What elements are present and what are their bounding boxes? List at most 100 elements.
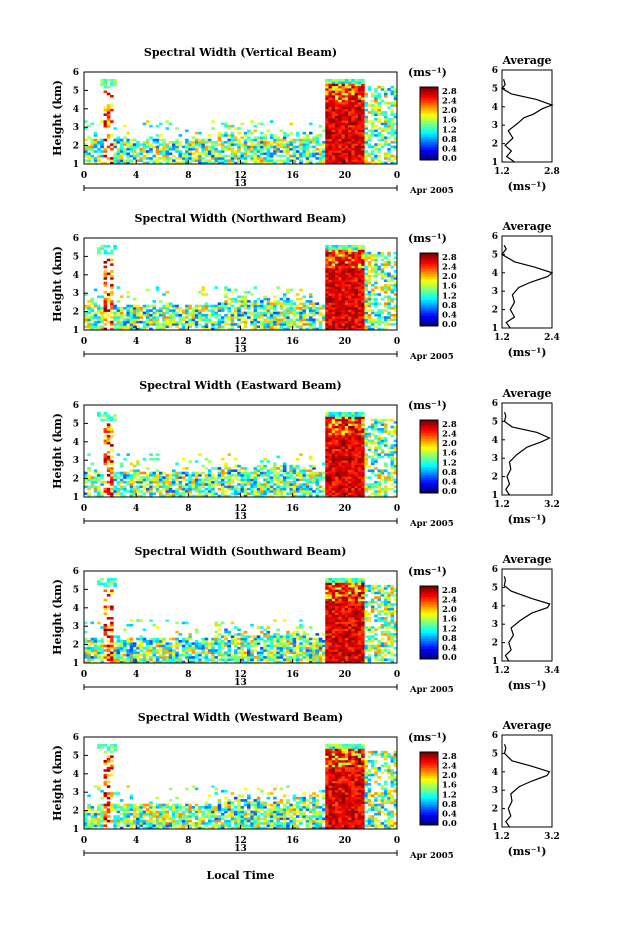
heatmap-cell <box>338 131 342 135</box>
heatmap-cell <box>357 290 362 294</box>
heatmap-cell <box>136 462 140 466</box>
heatmap-cell <box>217 474 222 477</box>
heatmap-cell <box>198 644 202 648</box>
heatmap-cell <box>260 471 264 475</box>
colorbar-segment <box>420 253 438 256</box>
heatmap-cell <box>276 327 280 331</box>
heatmap-cell <box>191 474 196 477</box>
heatmap-cell <box>162 476 166 479</box>
heatmap-cell <box>172 656 176 659</box>
heatmap-cell <box>374 124 378 128</box>
heatmap-cell <box>220 154 225 158</box>
heatmap-cell <box>315 141 320 144</box>
heatmap-cell <box>328 490 333 493</box>
heatmap-cell <box>331 145 336 149</box>
heatmap-cell <box>344 261 349 264</box>
heatmap-cell <box>338 478 342 482</box>
heatmap-cell <box>364 92 368 96</box>
heatmap-cell <box>224 480 228 484</box>
heatmap-cell <box>344 88 349 91</box>
heatmap-cell <box>168 658 173 661</box>
heatmap-cell <box>357 261 362 264</box>
heatmap-cell <box>335 284 339 287</box>
heatmap-cell <box>201 494 205 498</box>
heatmap-cell <box>328 323 333 326</box>
heatmap-cell <box>273 138 277 142</box>
heatmap-cell <box>328 425 333 429</box>
heatmap-cell <box>357 444 362 447</box>
heatmap-cell <box>276 311 280 315</box>
heatmap-cell <box>390 460 395 463</box>
heatmap-cell <box>351 81 355 84</box>
heatmap-cell <box>328 272 333 276</box>
heatmap-cell <box>106 300 111 303</box>
heatmap-cell <box>247 651 251 655</box>
heatmap-cell <box>100 327 104 331</box>
heatmap-cell <box>181 157 186 160</box>
heatmap-cell <box>168 644 173 648</box>
heatmap-cell <box>348 467 352 470</box>
heatmap-cell <box>390 161 395 165</box>
heatmap-cell <box>168 494 173 498</box>
heatmap-cell <box>132 313 137 317</box>
heatmap-cell <box>162 478 166 482</box>
heatmap-cell <box>325 92 329 96</box>
heatmap-cell <box>331 97 336 100</box>
heatmap-cell <box>331 318 336 322</box>
heatmap-cell <box>302 469 307 472</box>
heatmap-cell <box>370 92 375 96</box>
heatmap-cell <box>263 464 267 468</box>
heatmap-cell <box>341 274 346 278</box>
heatmap-cell <box>361 78 365 82</box>
heatmap-cell <box>123 320 127 324</box>
heatmap-cell <box>351 471 355 475</box>
heatmap-cell <box>351 414 355 417</box>
heatmap-cell <box>162 320 166 324</box>
heatmap-cell <box>354 281 359 285</box>
y-tick-label: 4 <box>73 271 79 281</box>
heatmap-cell <box>312 471 316 475</box>
heatmap-cell <box>178 143 183 146</box>
heatmap-cell <box>341 311 346 315</box>
heatmap-cell <box>250 157 254 160</box>
heatmap-cell <box>126 660 130 664</box>
heatmap-cell <box>325 95 329 98</box>
heatmap-cell <box>149 147 153 151</box>
heatmap-cell <box>220 476 225 479</box>
heatmap-cell <box>84 293 88 296</box>
heatmap-cell <box>351 423 355 426</box>
heatmap-cell <box>361 147 365 151</box>
heatmap-cell <box>348 434 352 438</box>
heatmap-cell <box>354 286 359 289</box>
heatmap-cell <box>233 633 238 636</box>
heatmap-cell <box>178 658 183 661</box>
heatmap-cell <box>282 464 287 468</box>
heatmap-cell <box>364 309 368 312</box>
heatmap-cell <box>341 108 346 112</box>
heatmap-cell <box>331 111 336 114</box>
heatmap-cell <box>194 490 199 493</box>
heatmap-cell <box>90 300 95 303</box>
heatmap-cell <box>233 476 238 479</box>
heatmap-cell <box>338 446 342 449</box>
heatmap-cell <box>367 88 372 91</box>
heatmap-cell <box>266 485 271 489</box>
heatmap-cell <box>263 325 267 328</box>
heatmap-cell <box>328 295 333 299</box>
heatmap-cell <box>126 304 130 308</box>
heatmap-cell <box>97 249 101 253</box>
heatmap-cell <box>348 318 352 322</box>
heatmap-cell <box>338 263 342 266</box>
heatmap-cell <box>325 286 329 289</box>
heatmap-cell <box>357 244 362 248</box>
heatmap-cell <box>331 131 336 135</box>
heatmap-cell <box>103 106 108 110</box>
heatmap-cell <box>103 83 108 87</box>
heatmap-cell <box>185 157 189 160</box>
heatmap-cell <box>110 323 114 326</box>
heatmap-cell <box>139 157 143 160</box>
heatmap-cell <box>328 460 333 463</box>
heatmap-cell <box>204 483 209 486</box>
heatmap-cell <box>152 653 157 657</box>
